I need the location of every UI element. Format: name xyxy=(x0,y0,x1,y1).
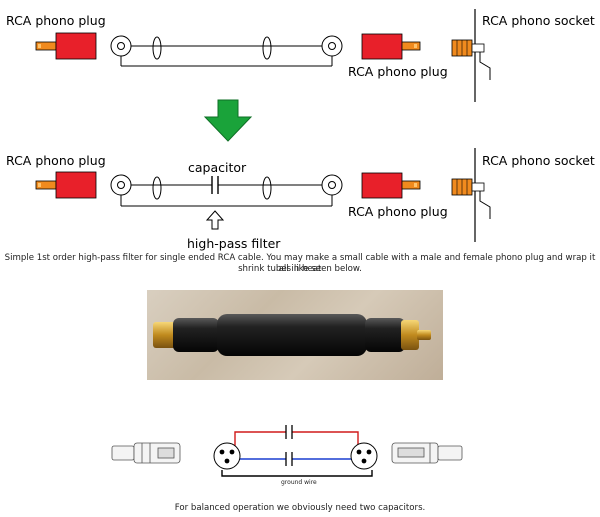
label-rca-plug-left-2: RCA phono plug xyxy=(6,153,106,168)
balanced-diagram xyxy=(111,425,463,477)
xlr-face-right xyxy=(350,442,378,470)
label-rca-plug-left-1: RCA phono plug xyxy=(6,13,106,28)
xlr-face-left xyxy=(213,442,241,470)
capacitor-symbol-hot xyxy=(285,425,293,439)
label-ground-wire: ground wire xyxy=(281,479,317,486)
label-high-pass-filter: high-pass filter xyxy=(187,236,281,251)
cable-schematic-2 xyxy=(110,174,343,207)
rca-plug-left-1 xyxy=(35,32,97,60)
label-rca-plug-right-1: RCA phono plug xyxy=(348,64,448,79)
rca-plug-right-2 xyxy=(361,172,421,199)
caption-balanced: For balanced operation we obviously need… xyxy=(174,503,426,513)
label-rca-socket-1: RCA phono socket xyxy=(482,13,595,28)
xlr-wiring xyxy=(221,431,373,477)
rca-socket-2 xyxy=(451,148,491,242)
diagram-2 xyxy=(35,148,491,242)
rca-plug-left-2 xyxy=(35,171,97,199)
up-arrow-icon xyxy=(205,210,225,230)
adapter-photo xyxy=(147,290,443,380)
label-rca-socket-2: RCA phono socket xyxy=(482,153,595,168)
down-arrow-icon xyxy=(203,99,253,142)
xlr-female-connector xyxy=(111,442,181,464)
label-capacitor: capacitor xyxy=(188,160,247,175)
caption-filter-line-2: shrink tubes like seen below. xyxy=(238,264,362,274)
rca-plug-right-1 xyxy=(361,33,421,60)
caption-filter-line-1: Simple 1st order high-pass filter for si… xyxy=(4,253,596,274)
xlr-male-connector xyxy=(391,442,463,464)
adapter-photo-drawing xyxy=(153,314,431,356)
capacitor-symbol-cold xyxy=(285,452,293,466)
capacitor-symbol xyxy=(211,176,219,194)
diagram-1 xyxy=(35,9,491,102)
label-rca-plug-right-2: RCA phono plug xyxy=(348,204,448,219)
cable-schematic-1 xyxy=(110,35,343,67)
rca-socket-1 xyxy=(451,9,491,102)
